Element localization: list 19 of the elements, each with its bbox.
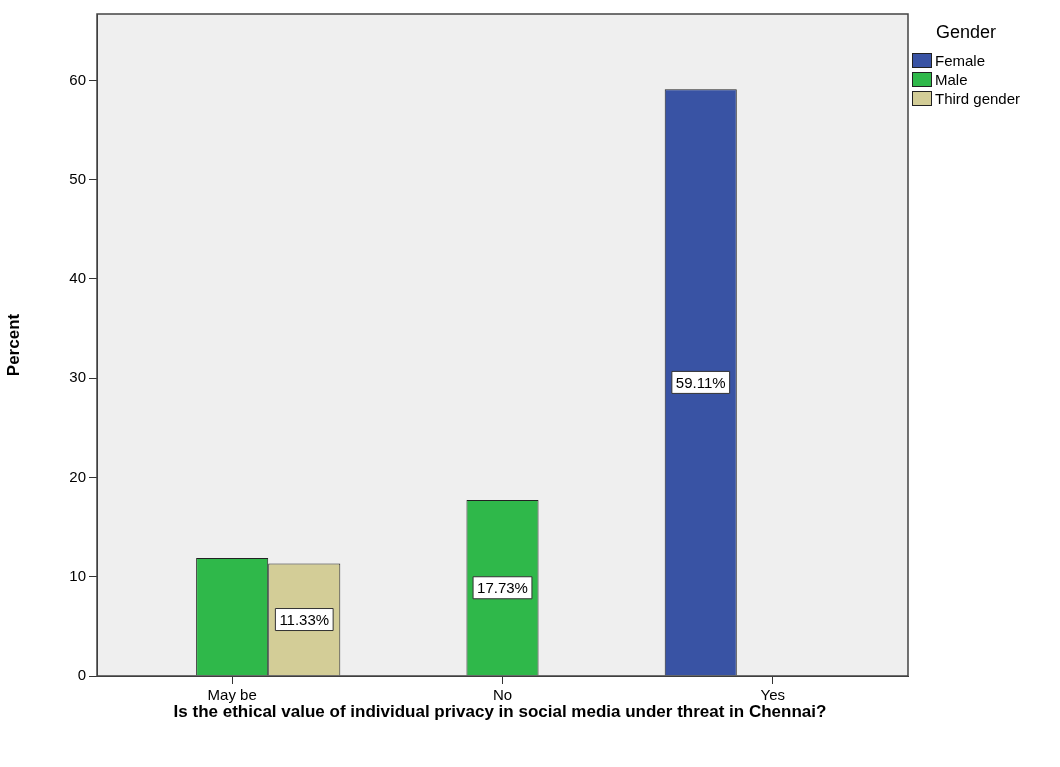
legend-label: Male: [935, 71, 968, 88]
y-tick-label: 60: [69, 70, 86, 88]
x-tick-label: No: [492, 686, 513, 704]
y-tick-label: 30: [69, 368, 86, 386]
data-label: 11.33%: [279, 610, 330, 628]
y-tick-label: 0: [77, 666, 86, 684]
legend-title: Gender: [936, 22, 998, 43]
legend-label: Third gender: [935, 90, 1021, 107]
x-tick-label: Yes: [760, 686, 786, 704]
data-label: 17.73%: [477, 578, 528, 596]
y-tick-label: 40: [69, 269, 86, 287]
data-label: 59.11%: [675, 373, 726, 391]
y-tick-label: 20: [69, 467, 86, 485]
y-tick-label: 50: [69, 169, 86, 187]
y-tick-label: 10: [69, 566, 86, 584]
legend-label: Female: [935, 52, 986, 69]
x-axis-title: Is the ethical value of individual privacy in social media under threat in Chennai?: [172, 702, 828, 721]
y-axis-title: Percent: [3, 313, 23, 377]
x-tick-label: May be: [207, 686, 257, 704]
